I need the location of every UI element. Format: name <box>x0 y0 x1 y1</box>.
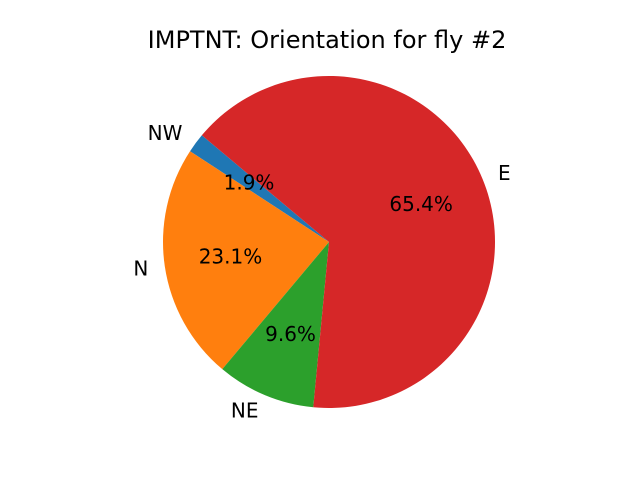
chart-title: IMPTNT: Orientation for fly #2 <box>148 26 507 54</box>
pie-labels: NW 1.9% N 23.1% NE 9.6% E 65.4% <box>133 121 510 422</box>
pct-label-n: 23.1% <box>199 245 263 269</box>
pie-slice-e <box>201 75 496 408</box>
slice-label-e: E <box>498 161 511 185</box>
slice-label-n: N <box>133 257 148 281</box>
pie-slice-n <box>162 151 329 370</box>
pct-label-ne: 9.6% <box>265 322 316 346</box>
slice-label-nw: NW <box>148 121 183 145</box>
pct-label-e: 65.4% <box>389 192 453 216</box>
slice-label-ne: NE <box>231 398 259 422</box>
pct-label-nw: 1.9% <box>224 171 275 195</box>
pie-slice-nw <box>190 135 329 242</box>
pie-slices <box>162 75 496 408</box>
pie-slice-ne <box>222 242 329 408</box>
